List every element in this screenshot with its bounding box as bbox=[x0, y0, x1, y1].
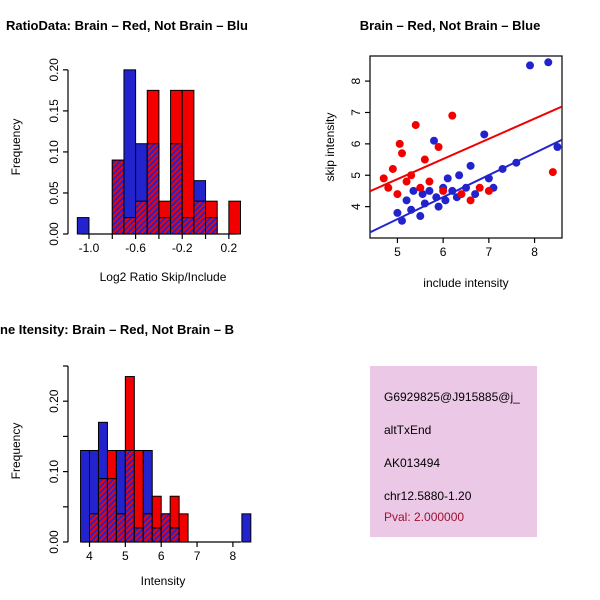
svg-text:6: 6 bbox=[440, 245, 447, 259]
svg-text:4: 4 bbox=[86, 549, 93, 563]
svg-text:0.00: 0.00 bbox=[47, 222, 61, 246]
svg-text:8: 8 bbox=[531, 245, 538, 259]
scatterplot-xlabel: include intensity bbox=[423, 276, 509, 290]
svg-text:0.05: 0.05 bbox=[47, 181, 61, 205]
accession-text: AK013494 bbox=[384, 456, 441, 470]
svg-text:-1.0: -1.0 bbox=[79, 241, 100, 255]
svg-text:0.00: 0.00 bbox=[47, 530, 61, 554]
svg-text:-0.6: -0.6 bbox=[125, 241, 146, 255]
scatterplot-title: Brain – Red, Not Brain – Blue bbox=[359, 18, 541, 33]
svg-text:4: 4 bbox=[349, 203, 363, 210]
svg-text:0.20: 0.20 bbox=[47, 58, 61, 82]
pval-text: Pval: 2.000000 bbox=[384, 510, 465, 524]
scatterplot-ylabel: skip intensity bbox=[323, 112, 337, 182]
svg-text:0.20: 0.20 bbox=[47, 389, 61, 413]
svg-text:8: 8 bbox=[230, 549, 237, 563]
intensity-histogram-title: ne Itensity: Brain – Red, Not Brain – B bbox=[0, 322, 235, 337]
svg-text:0.2: 0.2 bbox=[221, 241, 238, 255]
svg-text:0.15: 0.15 bbox=[47, 99, 61, 123]
svg-text:6: 6 bbox=[158, 549, 165, 563]
chromosome-location-text: chr12.5880-1.20 bbox=[384, 489, 472, 503]
svg-text:5: 5 bbox=[122, 549, 129, 563]
svg-text:5: 5 bbox=[394, 245, 401, 259]
svg-text:5: 5 bbox=[349, 172, 363, 179]
ratio-histogram-ylabel: Frequency bbox=[9, 118, 23, 176]
gene-info-panel: G6929825@J915885@j_ altTxEnd AK013494 ch… bbox=[370, 366, 537, 537]
event-type-text: altTxEnd bbox=[384, 423, 432, 437]
intensity-histogram-xlabel: Intensity bbox=[140, 574, 186, 588]
svg-text:8: 8 bbox=[349, 77, 363, 84]
ratio-histogram-title: RatioData: Brain – Red, Not Brain – Blu bbox=[6, 18, 248, 33]
ratio-histogram: -1.0 -0.6 -0.2 0.2 0.00 0.05 0.10 0.15 0.20 bbox=[47, 58, 242, 255]
svg-text:7: 7 bbox=[194, 549, 201, 563]
svg-text:7: 7 bbox=[349, 109, 363, 116]
svg-text:0.10: 0.10 bbox=[47, 140, 61, 164]
intensity-scatterplot: 5 6 7 8 4 5 6 7 8 bbox=[349, 55, 563, 259]
svg-text:-0.2: -0.2 bbox=[172, 241, 193, 255]
gene-id-text: G6929825@J915885@j_ bbox=[384, 390, 520, 404]
ratio-histogram-xlabel: Log2 Ratio Skip/Include bbox=[99, 270, 227, 284]
svg-text:0.10: 0.10 bbox=[47, 460, 61, 484]
intensity-histogram-ylabel: Frequency bbox=[9, 422, 23, 480]
svg-text:6: 6 bbox=[349, 140, 363, 147]
intensity-histogram: 4 5 6 7 8 0.00 0.10 0.20 bbox=[47, 365, 252, 563]
svg-text:7: 7 bbox=[486, 245, 493, 259]
